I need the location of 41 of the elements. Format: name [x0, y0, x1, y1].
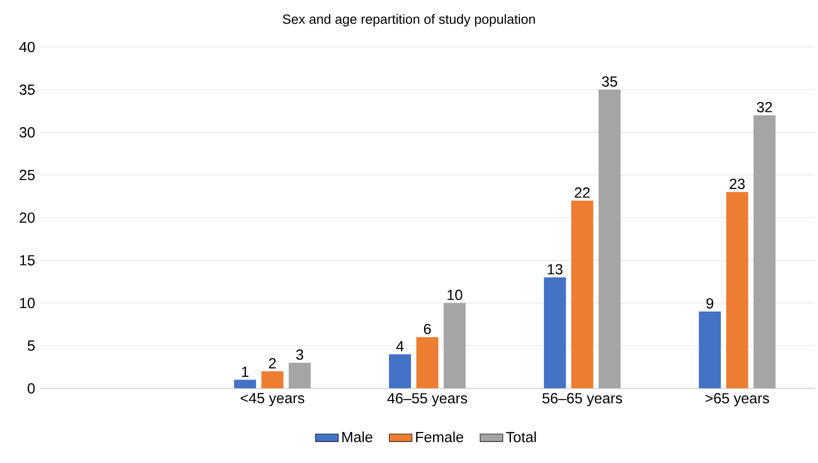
y-tick-label: 35: [20, 84, 35, 95]
x-tick-label: 56–65 years: [542, 393, 622, 406]
bar: [544, 277, 566, 388]
y-tick-label: 5: [28, 340, 35, 351]
bar: [571, 200, 594, 388]
chart-title: Sex and age repartition of study population: [282, 14, 535, 27]
data-label: 6: [424, 324, 431, 334]
bar: [726, 192, 748, 388]
data-label: 4: [396, 341, 404, 352]
bar: [261, 371, 284, 388]
bar: [288, 362, 311, 388]
x-tick-label: <45 years: [240, 393, 304, 406]
data-label: 23: [730, 178, 745, 190]
y-tick-label: 25: [20, 170, 35, 180]
data-label: 35: [602, 76, 618, 87]
data-label: 9: [706, 298, 714, 309]
data-label: 10: [448, 290, 462, 300]
bar: [754, 115, 776, 388]
y-tick-label: 0: [28, 383, 35, 394]
data-label: 32: [756, 102, 772, 112]
data-label: 22: [574, 187, 590, 198]
bar: [598, 90, 621, 388]
legend-label: Total: [506, 431, 536, 442]
x-tick-label: >65 years: [706, 393, 770, 406]
bar: [389, 354, 411, 388]
bar: [234, 380, 256, 388]
data-label: 13: [548, 264, 562, 274]
y-tick-label: 15: [20, 255, 35, 266]
legend-label: Male: [342, 431, 372, 442]
y-tick-label: 30: [20, 127, 35, 138]
legend-label: Female: [416, 431, 464, 442]
bar: [416, 337, 438, 388]
data-label: 1: [242, 366, 248, 377]
x-tick-label: 46–55 years: [387, 393, 468, 406]
y-tick-label: 40: [19, 42, 35, 52]
y-tick-label: 20: [20, 212, 35, 223]
bar: [698, 312, 721, 388]
y-tick-label: 10: [20, 298, 35, 308]
bar: [444, 302, 466, 388]
data-label: 2: [269, 358, 276, 368]
data-label: 3: [296, 349, 304, 360]
